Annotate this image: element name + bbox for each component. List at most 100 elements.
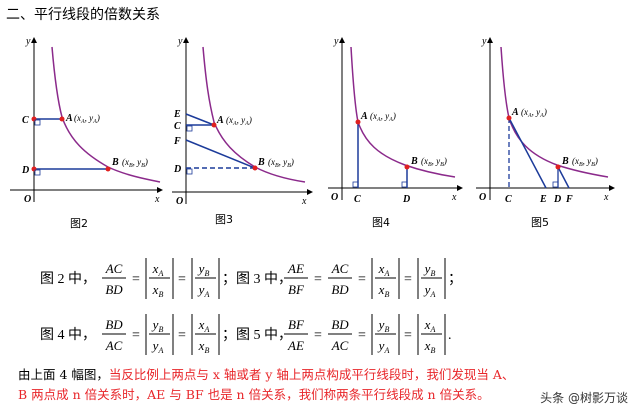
point-b-label: B bbox=[111, 157, 119, 168]
segment-ea bbox=[185, 113, 215, 126]
figure-3-caption: 图3 bbox=[215, 213, 233, 226]
point-a-label: A bbox=[511, 107, 519, 118]
figure-5-caption: 图5 bbox=[531, 216, 549, 229]
fraction-bd-ac: BD AC bbox=[102, 317, 126, 353]
figure-4-caption: 图4 bbox=[372, 216, 390, 229]
point-c-label: C bbox=[174, 121, 181, 132]
point-d-label: D bbox=[553, 194, 561, 205]
svg-text:AE: AE bbox=[287, 338, 304, 353]
figures-row: y x O C D A (xA, yA) B (xB, yB) 图2 y x O… bbox=[10, 36, 615, 230]
svg-text:xB: xB bbox=[378, 282, 390, 299]
formula-4-prefix: 图 4 中， bbox=[40, 327, 96, 343]
fraction-ac-bd: AC BD bbox=[102, 261, 126, 297]
x-axis-label: x bbox=[451, 192, 457, 203]
x-axis-label: x bbox=[603, 192, 609, 203]
formula-5-prefix: ；图 5 中， bbox=[222, 327, 292, 343]
svg-text:BF: BF bbox=[288, 317, 305, 332]
abs-fraction-xa-xb: xA xB bbox=[145, 258, 174, 299]
svg-text:AC: AC bbox=[331, 338, 349, 353]
svg-text:=: = bbox=[314, 328, 322, 343]
origin-label: O bbox=[479, 192, 486, 203]
svg-text:yB: yB bbox=[377, 317, 390, 334]
point-a-coords: (xA, yA) bbox=[226, 115, 252, 127]
svg-text:xA: xA bbox=[424, 317, 436, 334]
svg-text:.: . bbox=[448, 328, 452, 343]
point-c-label: C bbox=[354, 194, 361, 205]
svg-text:yA: yA bbox=[423, 282, 436, 299]
svg-text:=: = bbox=[404, 328, 412, 343]
fraction-bd-ac-2: BD AC bbox=[328, 317, 352, 353]
svg-text:；: ； bbox=[448, 272, 462, 287]
svg-text:=: = bbox=[404, 272, 412, 287]
segment-fb bbox=[185, 139, 256, 169]
point-a-coords: (xA, yA) bbox=[74, 113, 100, 125]
abs-fraction-yb-ya: yB yA bbox=[191, 258, 220, 299]
svg-text:yB: yB bbox=[423, 261, 436, 278]
svg-text:=: = bbox=[358, 272, 366, 287]
formula-2-prefix: 图 2 中， bbox=[40, 271, 96, 287]
point-b-label: B bbox=[257, 157, 265, 168]
x-axis-label: x bbox=[154, 194, 160, 205]
svg-text:=: = bbox=[178, 328, 186, 343]
point-f-label: F bbox=[173, 136, 181, 147]
point-a-coords: (xA, yA) bbox=[370, 111, 396, 123]
origin-label: O bbox=[176, 196, 183, 207]
paragraph-red-2: B 两点成 n 倍关系时，AE 与 BF 也是 n 倍关系，我们称两条平行线段成… bbox=[18, 387, 490, 402]
svg-text:AC: AC bbox=[331, 261, 349, 276]
point-e-label: E bbox=[173, 109, 181, 120]
svg-text:=: = bbox=[132, 272, 140, 287]
point-a-label: A bbox=[360, 111, 368, 122]
svg-text:=: = bbox=[358, 328, 366, 343]
svg-text:xB: xB bbox=[198, 338, 210, 355]
y-axis-label: y bbox=[177, 36, 183, 47]
section-heading: 二、平行线段的倍数关系 bbox=[6, 7, 160, 23]
abs-fraction-xa-xb-2: xA xB bbox=[417, 314, 446, 355]
formula-3-prefix: ；图 3 中， bbox=[222, 271, 292, 287]
paragraph-red-1: 当反比例上两点与 x 轴或者 y 轴上两点构成平行线段时，我们发现当 A、 bbox=[108, 367, 515, 382]
svg-text:BD: BD bbox=[105, 282, 123, 297]
svg-text:AC: AC bbox=[105, 338, 123, 353]
y-axis-label: y bbox=[25, 36, 31, 47]
svg-text:AE: AE bbox=[287, 261, 304, 276]
svg-text:yA: yA bbox=[377, 338, 390, 355]
point-b-coords: (xB, yB) bbox=[421, 156, 447, 168]
svg-text:yB: yB bbox=[151, 317, 164, 334]
fraction-ae-bf: AE BF bbox=[284, 261, 308, 297]
segment-bf bbox=[557, 166, 570, 189]
svg-text:xA: xA bbox=[378, 261, 390, 278]
paragraph-line-1: 由上面 4 幅图，当反比例上两点与 x 轴或者 y 轴上两点构成平行线段时，我们… bbox=[18, 364, 514, 383]
x-axis-label: x bbox=[301, 196, 307, 207]
point-f-label: F bbox=[565, 194, 573, 205]
figure-4: y x O C D A (xA, yA) B (xB, yB) 图4 bbox=[328, 36, 463, 229]
figure-3: y x O E C F D A (xA, yA) B (xB, yB) 图3 bbox=[172, 36, 313, 226]
watermark: 头条 @树影万谈 bbox=[536, 388, 632, 407]
y-axis-label: y bbox=[481, 36, 487, 47]
svg-text:BD: BD bbox=[331, 282, 349, 297]
abs-fraction-yb-ya: yB yA bbox=[145, 314, 174, 355]
point-b-label: B bbox=[561, 156, 569, 167]
svg-text:=: = bbox=[132, 328, 140, 343]
formula-line-2: 图 4 中， BD AC = yB yA = xA xB ；图 5 中， BF … bbox=[40, 314, 452, 355]
figure-5: y x O C E D F A (xA, yA) B (xB, yB) 图5 bbox=[476, 36, 615, 229]
abs-fraction-yb-ya-2: yB yA bbox=[417, 258, 446, 299]
origin-label: O bbox=[331, 192, 338, 203]
point-a-label: A bbox=[65, 113, 73, 124]
paragraph-intro: 由上面 4 幅图， bbox=[18, 367, 109, 382]
point-b-coords: (xB, yB) bbox=[122, 157, 148, 169]
origin-label: O bbox=[24, 194, 31, 205]
svg-text:AC: AC bbox=[105, 261, 123, 276]
svg-text:=: = bbox=[178, 272, 186, 287]
point-d-label: D bbox=[21, 165, 29, 176]
figure-2-caption: 图2 bbox=[70, 217, 88, 230]
point-d-label: D bbox=[402, 194, 410, 205]
point-c-label: C bbox=[22, 115, 29, 126]
svg-text:BF: BF bbox=[288, 282, 305, 297]
svg-text:yB: yB bbox=[197, 261, 210, 278]
hyperbola-curve bbox=[350, 46, 456, 178]
svg-text:xB: xB bbox=[424, 338, 436, 355]
svg-text:BD: BD bbox=[105, 317, 123, 332]
point-b-coords: (xB, yB) bbox=[268, 157, 294, 169]
point-e-label: E bbox=[539, 194, 547, 205]
svg-text:=: = bbox=[314, 272, 322, 287]
svg-text:BD: BD bbox=[331, 317, 349, 332]
